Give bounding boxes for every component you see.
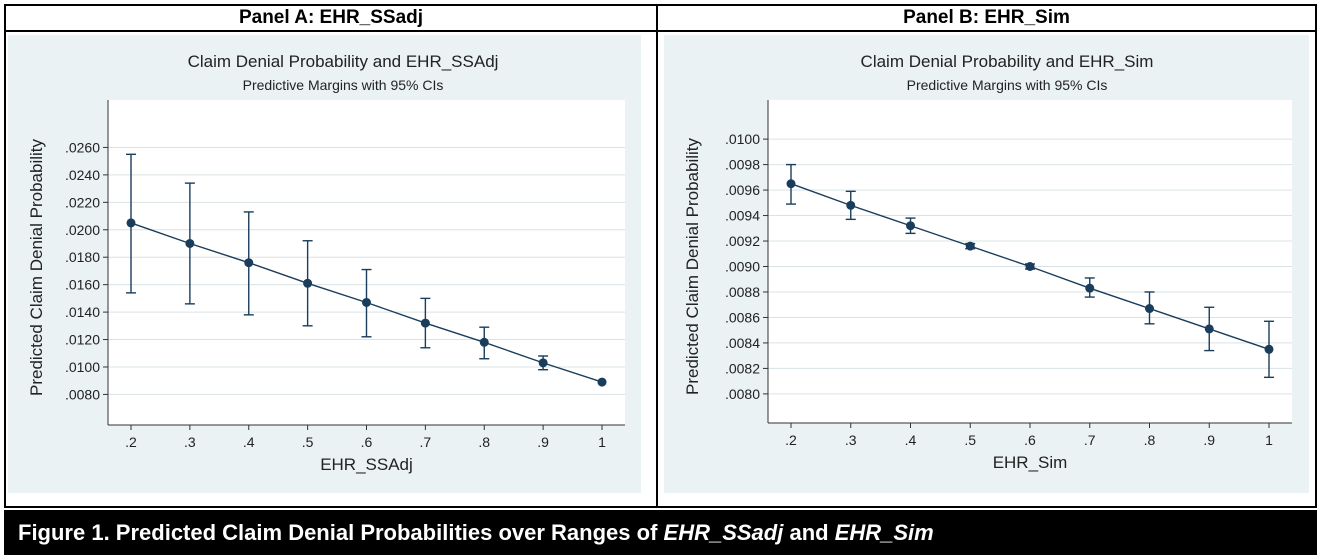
- panel-b-x-axis-label: EHR_Sim: [993, 453, 1068, 472]
- panel-a-y-tick-label: .0160: [65, 277, 100, 293]
- panel-a-x-tick-label: .5: [302, 434, 314, 450]
- panel-a-y-tick-label: .0200: [65, 222, 100, 238]
- panel-a-y-tick-label: .0080: [65, 386, 100, 402]
- panel-b-x-tick-label: .5: [964, 432, 976, 448]
- caption-mid: and: [783, 520, 835, 545]
- panel-a-y-axis-label: Predicted Claim Denial Probability: [27, 139, 46, 397]
- panel-a-data-point: [362, 297, 371, 307]
- chart-panel-b: Claim Denial Probability and EHR_Sim Pred…: [683, 52, 1292, 472]
- panel-a-data-point: [126, 218, 136, 228]
- panel-b-y-tick-label: .0098: [725, 157, 760, 173]
- panel-b-y-tick-label: .0090: [725, 259, 760, 275]
- panel-b-x-tick-label: .4: [905, 432, 917, 448]
- panel-b-y-tick-label: .0096: [725, 182, 760, 198]
- panel-a-subtitle: Predictive Margins with 95% CIs: [243, 77, 444, 93]
- panel-b-y-tick-label: .0086: [725, 309, 760, 325]
- panel-b-y-tick-label: .0094: [725, 208, 760, 224]
- panel-b-data-point: [1204, 324, 1214, 334]
- panel-a-y-tick-label: .0180: [65, 249, 100, 265]
- panel-b-data-point: [1145, 304, 1154, 314]
- panel-a-header: Panel A: EHR_SSadj: [238, 7, 424, 28]
- panel-b-subtitle: Predictive Margins with 95% CIs: [907, 77, 1108, 93]
- panel-a-data-point: [538, 358, 548, 368]
- panel-a-x-tick-label: .8: [478, 434, 490, 450]
- panel-a-plot-area: [108, 100, 625, 425]
- panel-a-y-tick-label: .0140: [65, 304, 100, 320]
- caption-var2: EHR_Sim: [834, 520, 934, 545]
- panel-b-x-tick-label: 1: [1265, 432, 1273, 448]
- figure-frame: [4, 4, 1317, 508]
- caption-var1: EHR_SSadj: [663, 520, 784, 545]
- panel-b-title: Claim Denial Probability and EHR_Sim: [861, 52, 1154, 71]
- panel-b-y-tick-label: .0082: [725, 360, 760, 376]
- figure-caption: Figure 1. Predicted Claim Denial Probabi…: [4, 510, 1317, 555]
- chart-panel-a: Claim Denial Probability and EHR_SSAdj Pr…: [27, 52, 625, 474]
- panel-a-y-tick-label: .0120: [65, 332, 100, 348]
- panel-a-x-tick-label: .4: [243, 434, 255, 450]
- panel-b-x-tick-label: .6: [1024, 432, 1036, 448]
- panel-b-header: Panel B: EHR_Sim: [903, 7, 1070, 28]
- panel-a-x-tick-label: .2: [125, 434, 137, 450]
- panel-b-y-tick-label: .0100: [725, 131, 760, 147]
- panel-a-y-tick-label: .0260: [65, 139, 100, 155]
- panel-b-data-point: [1264, 344, 1274, 354]
- panel-a-data-point: [479, 337, 489, 347]
- panel-a-x-axis-label: EHR_SSAdj: [320, 455, 413, 474]
- panel-a-y-tick-label: .0100: [65, 359, 100, 375]
- panel-a-data-point: [185, 238, 195, 248]
- panel-a-title: Claim Denial Probability and EHR_SSAdj: [188, 52, 499, 71]
- panel-b-x-tick-label: .8: [1144, 432, 1156, 448]
- panel-a-x-tick-label: .9: [537, 434, 549, 450]
- panel-a-x-tick-label: 1: [598, 434, 606, 450]
- panel-b-data-point: [906, 221, 915, 231]
- panel-b-x-tick-label: .3: [845, 432, 857, 448]
- panel-b-y-tick-label: .0092: [725, 233, 760, 249]
- panel-b-x-tick-label: .7: [1084, 432, 1096, 448]
- panel-b-y-tick-label: .0084: [725, 335, 760, 351]
- panel-b-y-tick-label: .0080: [725, 386, 760, 402]
- panel-a-data-point: [597, 377, 607, 387]
- panel-b-y-axis-label: Predicted Claim Denial Probability: [683, 138, 702, 396]
- panel-b-x-tick-label: .9: [1203, 432, 1215, 448]
- panel-a-data-point: [420, 318, 430, 328]
- panel-a-y-tick-label: .0240: [65, 167, 100, 183]
- panel-a-y-tick-label: .0220: [65, 194, 100, 210]
- panel-b-x-tick-label: .2: [785, 432, 797, 448]
- panel-a-x-tick-label: .7: [420, 434, 432, 450]
- panel-b-data-point: [786, 179, 796, 189]
- panel-a-data-point: [303, 278, 313, 288]
- panel-b-plot-area: [768, 100, 1292, 423]
- panel-a-data-point: [244, 258, 254, 268]
- panel-a-x-tick-label: .6: [361, 434, 373, 450]
- panel-b-y-tick-label: .0088: [725, 284, 760, 300]
- panel-b-data-point: [1025, 262, 1035, 271]
- panel-a-x-tick-label: .3: [184, 434, 196, 450]
- panel-b-data-point: [965, 241, 975, 251]
- caption-prefix: Figure 1. Predicted Claim Denial Probabi…: [18, 520, 664, 545]
- panel-b-data-point: [1085, 283, 1095, 293]
- panel-b-data-point: [846, 200, 856, 210]
- panel-divider: [656, 4, 658, 508]
- header-separator: [4, 30, 1317, 32]
